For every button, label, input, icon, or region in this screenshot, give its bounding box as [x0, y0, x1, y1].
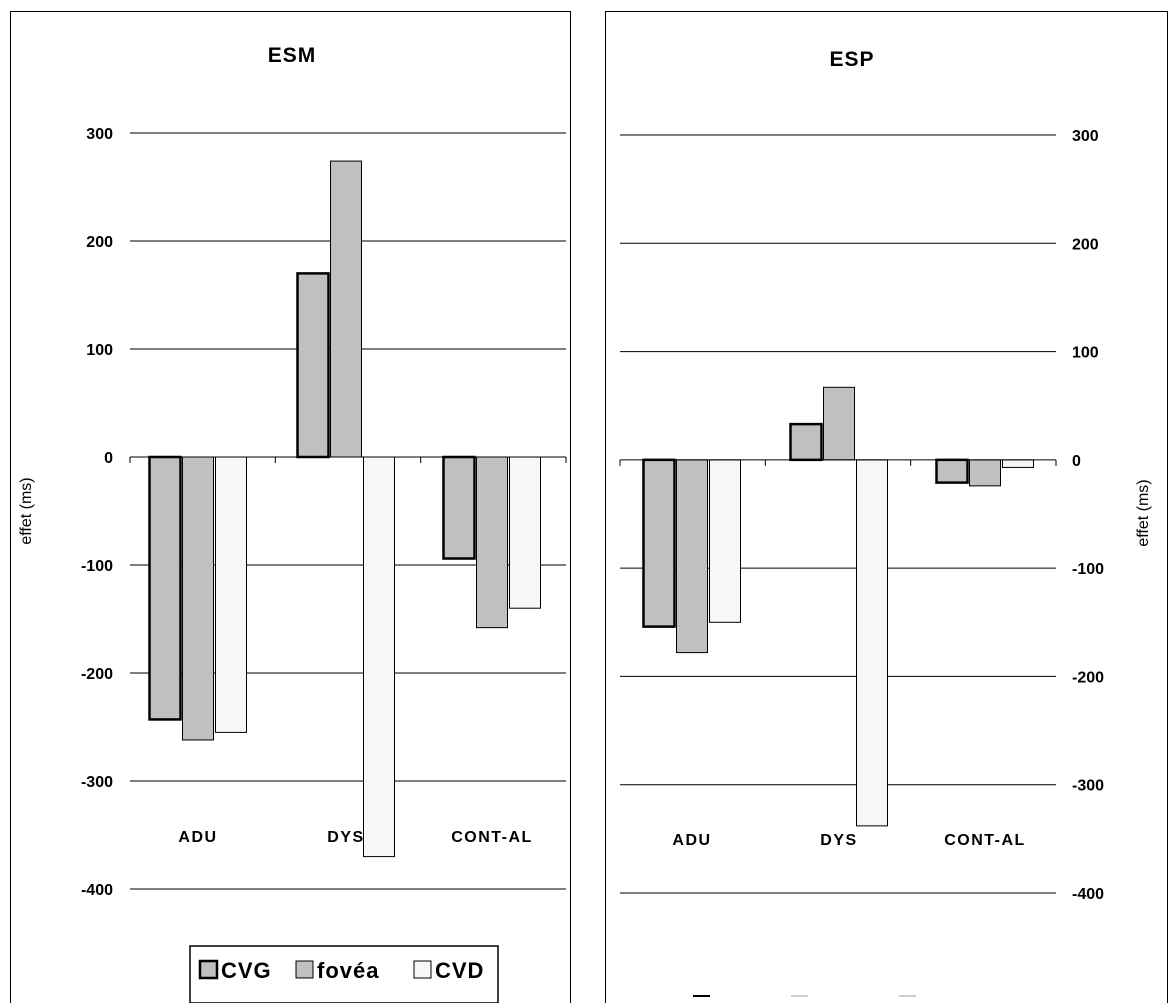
- y-tick-label: 0: [1072, 453, 1081, 470]
- bar-cvg: [789, 422, 823, 462]
- y-tick-label: 300: [86, 126, 113, 143]
- chart-frame: [10, 11, 571, 1008]
- bar-cvg: [442, 455, 476, 560]
- chart-title: ESP: [829, 48, 874, 71]
- y-tick-label: 300: [1072, 128, 1099, 145]
- y-tick-label: -300: [1072, 778, 1104, 795]
- chart-title: ESM: [268, 44, 317, 67]
- bar-cvd: [363, 456, 395, 858]
- bar-fovea: [969, 459, 1001, 487]
- y-tick-label: 200: [1072, 236, 1099, 253]
- legend-label: CVG: [221, 958, 272, 983]
- y-tick-label: -200: [81, 666, 113, 683]
- legend-swatch-cvg: [198, 959, 219, 980]
- y-tick-label: 100: [86, 342, 113, 359]
- y-tick-label: -200: [1072, 669, 1104, 686]
- bar-fovea: [182, 456, 214, 741]
- y-tick-label: 200: [86, 234, 113, 251]
- bar-cvd: [1002, 459, 1034, 468]
- bar-cvd: [709, 459, 741, 623]
- bar-cvd: [856, 459, 888, 827]
- bar-fovea: [823, 386, 855, 461]
- category-label: ADU: [178, 829, 217, 846]
- y-tick-label: -400: [1072, 886, 1104, 903]
- y-tick-label: -400: [81, 882, 113, 899]
- bar-cvd: [215, 456, 247, 733]
- y-axis-label: effet (ms): [18, 477, 35, 544]
- bar-cvg: [642, 458, 676, 628]
- category-label: DYS: [327, 829, 364, 846]
- y-tick-label: 0: [104, 450, 113, 467]
- bar-fovea: [676, 459, 708, 654]
- y-tick-label: -300: [81, 774, 113, 791]
- y-axis-label: effet (ms): [1135, 479, 1152, 546]
- chart-esm: ESM 300 200 100 0 -100 -200 -300 -400 effet (ms) A…: [10, 11, 571, 1008]
- bar-cvd: [509, 456, 541, 609]
- legend-swatch-fovea: [295, 960, 314, 979]
- category-label: ADU: [672, 832, 711, 849]
- category-label: DYS: [820, 832, 857, 849]
- chart-esp: ESP 300 200 100 0 -100 -200 -300 -400 effet (ms) A…: [605, 11, 1168, 1008]
- legend-label: fovéa: [317, 958, 379, 983]
- bar-cvg: [296, 272, 330, 459]
- category-label: CONT-AL: [944, 832, 1026, 849]
- bar-cvg: [935, 458, 969, 484]
- legend-box: [189, 945, 499, 1004]
- bar-fovea: [330, 160, 362, 458]
- legend-label: CVD: [435, 958, 484, 983]
- bar-fovea: [476, 456, 508, 629]
- legend-swatch-cvd: [413, 960, 432, 979]
- category-label: CONT-AL: [451, 829, 533, 846]
- y-tick-label: 100: [1072, 345, 1099, 362]
- y-tick-label: -100: [1072, 561, 1104, 578]
- bar-cvg: [148, 455, 182, 721]
- y-tick-label: -100: [81, 558, 113, 575]
